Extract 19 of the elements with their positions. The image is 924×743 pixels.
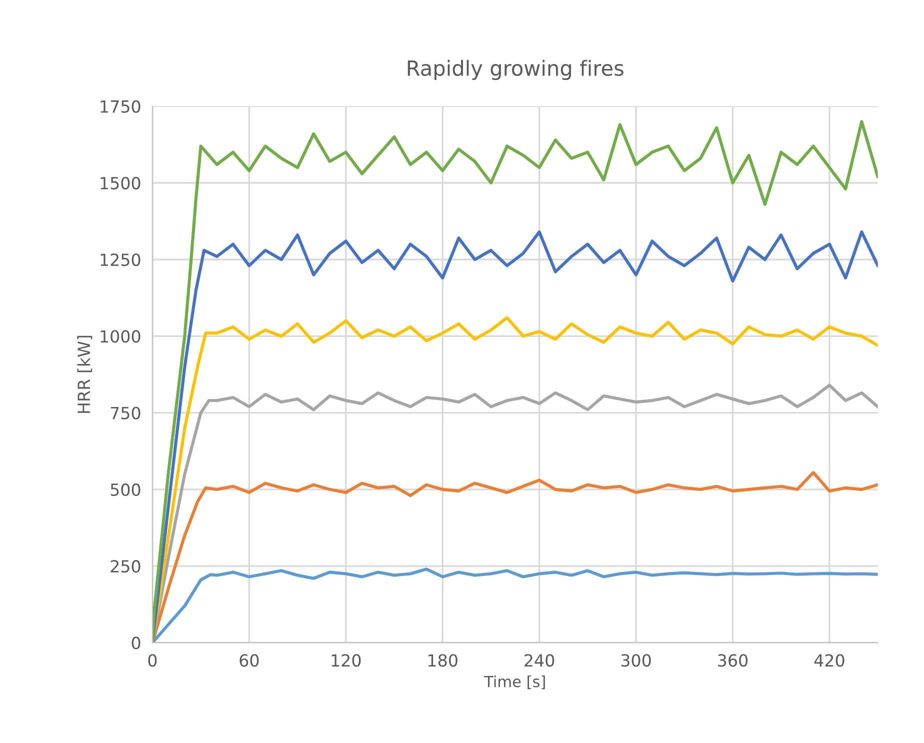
y-tick-label: 1250 (100, 253, 140, 266)
y-tick-label: 1000 (100, 330, 140, 343)
chart-title: Rapidly growing fires (408, 60, 624, 80)
y-tick-label: 0 (132, 636, 140, 650)
x-tick-label: 0 (148, 654, 157, 667)
x-tick-label: 60 (240, 654, 259, 667)
y-tick-label: 1500 (100, 176, 140, 190)
y-tick-label: 750 (110, 406, 140, 420)
x-tick-label: 300 (621, 654, 651, 667)
x-tick-label: 360 (718, 654, 748, 667)
x-tick-label: 420 (814, 654, 844, 667)
x-axis-title: Time [s] (484, 675, 545, 690)
x-tick-label: 120 (332, 654, 361, 667)
y-tick-label: 1750 (100, 100, 140, 113)
x-tick-label: 180 (428, 654, 458, 667)
y-axis-title: HRR [kW] (77, 336, 92, 413)
x-tick-label: 240 (524, 654, 554, 667)
y-tick-label: 500 (110, 483, 140, 496)
y-tick-label: 250 (110, 560, 140, 573)
